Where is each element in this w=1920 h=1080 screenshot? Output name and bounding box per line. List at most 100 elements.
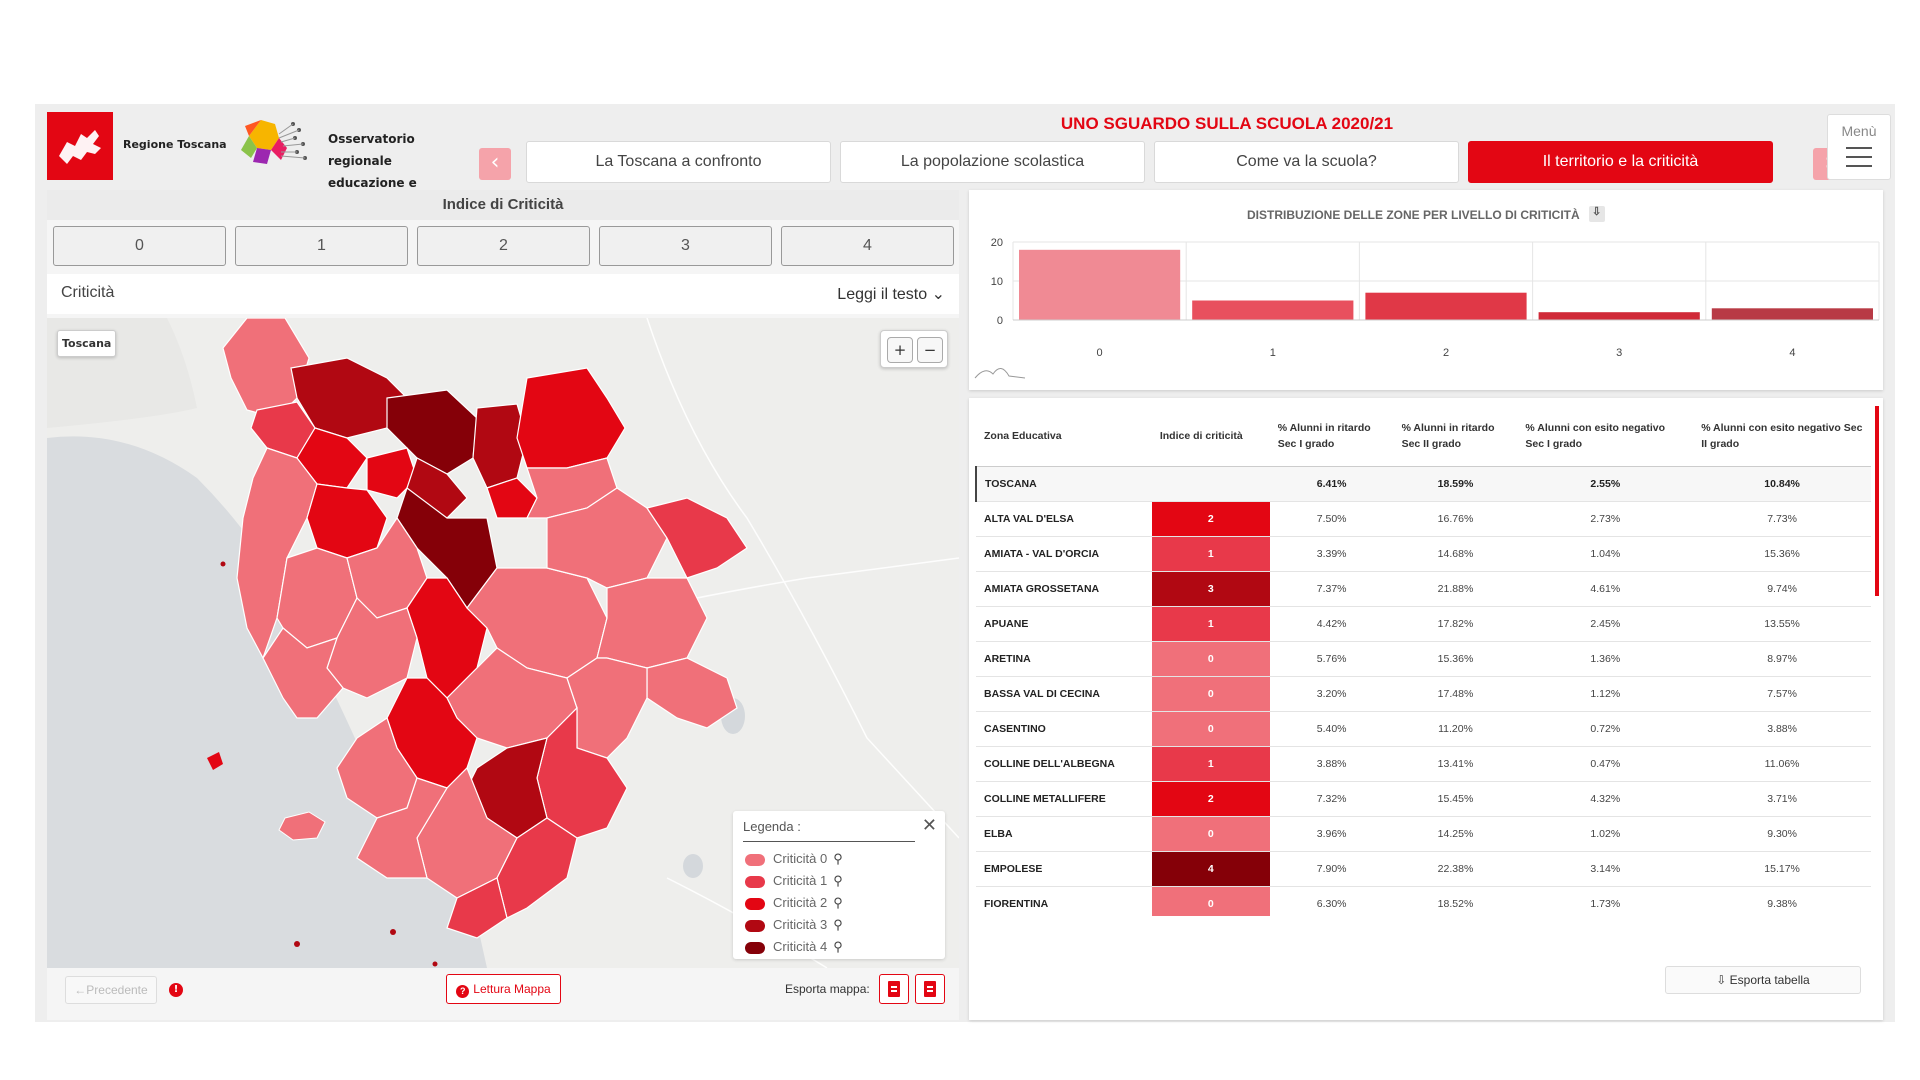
col-header-ritardo-sec2[interactable]: % Alunni in ritardo Sec II grado [1393,406,1518,467]
level-button-4[interactable]: 4 [781,226,954,266]
cell-indice: 0 [1151,886,1270,916]
cell-esito-sec1: 1.04% [1517,536,1694,572]
bar-1[interactable] [1192,300,1354,321]
tab-popolazione-scolastica[interactable]: La popolazione scolastica [840,141,1145,183]
cell-esito-sec1: 4.61% [1517,571,1694,607]
legend-title: Legenda : [743,819,801,834]
zoom-out-button[interactable]: − [917,337,943,363]
legend-swatch [745,897,765,910]
table-scrollbar[interactable] [1875,406,1879,596]
regione-toscana-logo [47,112,113,180]
col-header-esito-sec2[interactable]: % Alunni con esito negativo Sec II grado [1693,406,1871,467]
table-row: COLLINE DELL'ALBEGNA 1 3.88% 13.41% 0.47% 11.… [976,746,1871,782]
level-button-0[interactable]: 0 [53,226,226,266]
table-scroll-area[interactable]: Zona Educativa Indice di criticità % Alu… [975,406,1875,916]
download-icon[interactable] [1589,205,1605,222]
col-header-zona[interactable]: Zona Educativa [976,406,1152,467]
col-header-ritardo-sec1[interactable]: % Alunni in ritardo Sec I grado [1269,406,1394,467]
cell-esito-sec2: 3.88% [1693,711,1871,747]
zoom-in-button[interactable]: + [887,337,913,363]
cell-esito-sec2: 7.57% [1693,676,1871,712]
bar-0[interactable] [1019,249,1181,320]
tab-come-va-la-scuola[interactable]: Come va la scuola? [1154,141,1459,183]
cell-esito-sec2: 7.73% [1693,501,1871,537]
col-header-indice[interactable]: Indice di criticità [1151,406,1270,467]
table-header-row: Zona Educativa Indice di criticità % Alu… [976,406,1871,467]
cell-indice [1151,466,1270,502]
lettura-mappa-button[interactable]: ? Lettura Mappa [446,974,561,1004]
cell-esito-sec1: 1.73% [1517,886,1694,916]
search-icon[interactable]: ⚲ [833,917,843,932]
cell-esito-sec2: 13.55% [1693,606,1871,642]
map-panel: Indice di Criticità 0 1 2 3 4 Criticità … [47,190,959,1020]
search-icon[interactable]: ⚲ [833,851,843,866]
export-map-pdf-button[interactable] [879,974,909,1004]
cell-ritardo-sec1: 3.39% [1269,536,1394,572]
legend-item-3: Criticità 3 ⚲ [745,917,843,937]
y-tick-label: 20 [991,237,1003,249]
cell-indice: 1 [1151,746,1270,782]
search-icon[interactable]: ⚲ [833,873,843,888]
search-icon[interactable]: ⚲ [833,939,843,954]
menu-button[interactable]: Menù [1827,114,1891,180]
bar-3[interactable] [1538,312,1700,320]
legend-label: Criticità 3 [773,917,828,932]
map-panel-title: Indice di Criticità [47,190,959,220]
export-map-image-button[interactable] [915,974,945,1004]
export-table-button[interactable]: ⇩ Esporta tabella [1665,966,1861,994]
cell-indice: 3 [1151,571,1270,607]
level-button-3[interactable]: 3 [599,226,772,266]
map-region-badge[interactable]: Toscana [57,330,117,357]
legend-swatch [745,919,765,932]
cell-ritardo-sec2: 13.41% [1393,746,1518,782]
leggi-il-testo-toggle[interactable]: Leggi il testo ⌄ [837,284,945,304]
legend-item-1: Criticità 1 ⚲ [745,873,843,893]
tab-territorio-e-criticita[interactable]: Il territorio e la criticità [1468,141,1773,183]
region-name: Regione Toscana [123,138,227,151]
nav-prev-arrow[interactable]: ‹ [479,148,511,180]
cell-indice: 2 [1151,501,1270,537]
col-header-esito-sec1[interactable]: % Alunni con esito negativo Sec I grado [1517,406,1694,467]
chevron-down-icon: ⌄ [931,286,945,303]
previous-button[interactable]: ←Precedente [65,976,157,1004]
cell-zona: EMPOLESE [976,851,1152,887]
tab-toscana-a-confronto[interactable]: La Toscana a confronto [526,141,831,183]
cell-esito-sec1: 0.47% [1517,746,1694,782]
cell-esito-sec2: 10.84% [1693,466,1871,502]
bar-2[interactable] [1365,292,1527,320]
criticita-label: Criticità [61,284,115,301]
cell-zona: CASENTINO [976,711,1152,747]
cell-zona: ALTA VAL D'ELSA [976,501,1152,537]
info-icon[interactable]: ! [169,983,183,997]
page-title: UNO SGUARDO SULLA SCUOLA 2020/21 [1060,114,1394,133]
chart-panel: DISTRIBUZIONE DELLE ZONE PER LIVELLO DI … [969,190,1883,390]
cell-ritardo-sec1: 3.96% [1269,816,1394,852]
cell-ritardo-sec2: 15.45% [1393,781,1518,817]
hamburger-icon [1846,147,1872,167]
bar-4[interactable] [1711,308,1873,320]
chart-title: DISTRIBUZIONE DELLE ZONE PER LIVELLO DI … [1246,208,1580,222]
cell-esito-sec1: 2.45% [1517,606,1694,642]
cell-indice: 2 [1151,781,1270,817]
level-button-2[interactable]: 2 [417,226,590,266]
table-row-total: TOSCANA 6.41% 18.59% 2.55% 10.84% [975,466,1871,502]
legend-label: Criticità 1 [773,873,828,888]
cell-indice: 0 [1151,641,1270,677]
level-button-1[interactable]: 1 [235,226,408,266]
legend-divider [743,841,915,842]
close-icon[interactable]: ✕ [921,815,937,836]
pdf-file-icon [888,981,900,997]
cell-ritardo-sec1: 6.30% [1269,886,1394,916]
cell-zona: COLLINE METALLIFERE [976,781,1152,817]
choropleth-map[interactable]: Toscana + − Legenda : ✕ Criticità 0 ⚲ Cri… [47,318,959,968]
cell-esito-sec1: 2.55% [1517,466,1694,502]
legend-label: Criticità 4 [773,939,828,954]
cell-ritardo-sec1: 5.40% [1269,711,1394,747]
cell-esito-sec1: 2.73% [1517,501,1694,537]
table-row: COLLINE METALLIFERE 2 7.32% 15.45% 4.32% 3.71… [976,781,1871,817]
cell-ritardo-sec2: 17.48% [1393,676,1518,712]
image-file-icon [924,981,936,997]
zoom-controls: + − [880,330,948,368]
map-legend: Legenda : ✕ Criticità 0 ⚲ Criticità 1 ⚲ Cr… [733,811,945,959]
search-icon[interactable]: ⚲ [833,895,843,910]
